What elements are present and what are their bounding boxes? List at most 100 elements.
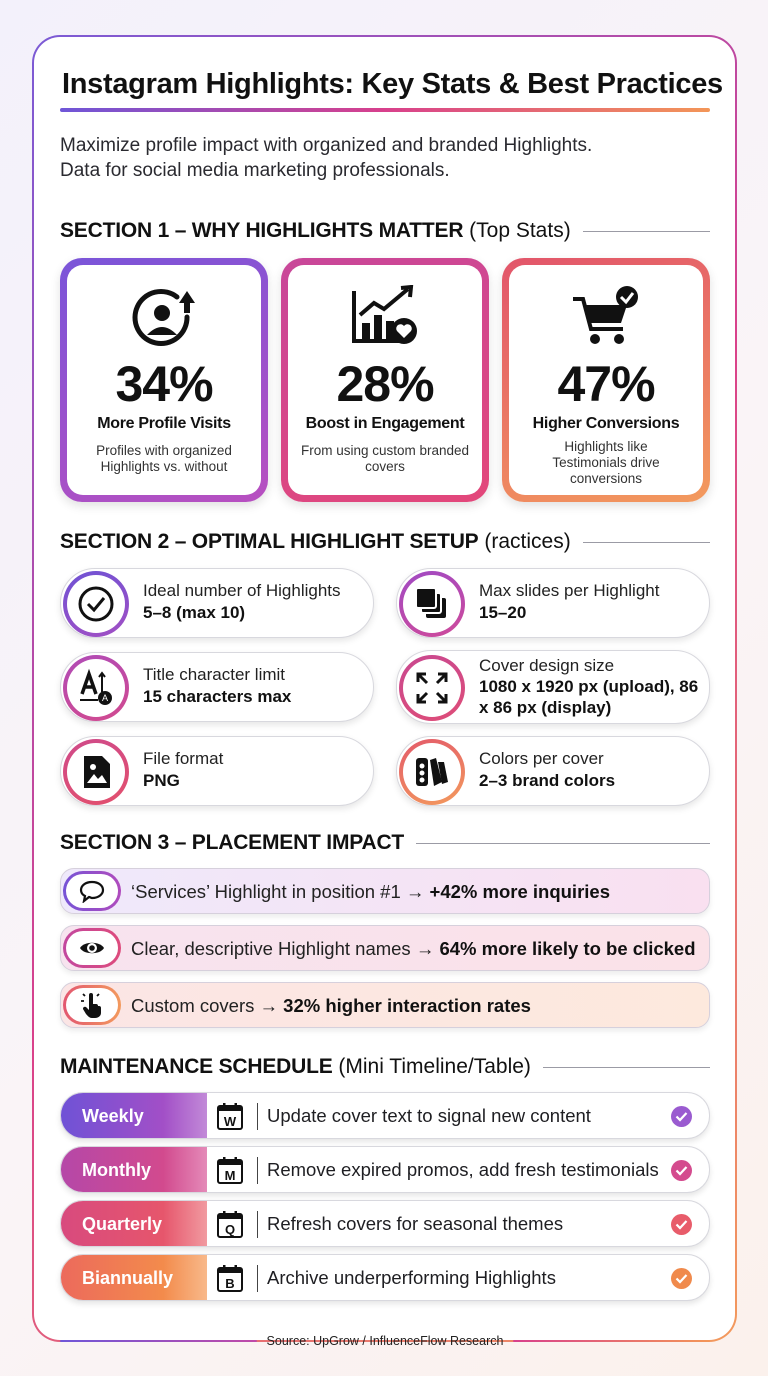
check-icon (671, 1268, 692, 1289)
schedule-row-monthly: Monthly M Remove expired promos, add fre… (60, 1146, 710, 1193)
maintenance-subtitle: (Mini Timeline/Table) (338, 1055, 531, 1078)
stat-card-engagement: 28% Boost in Engagement From using custo… (281, 258, 489, 502)
section-1-title: SECTION 1 – WHY HIGHLIGHTS MATTER (60, 219, 464, 242)
stat-value: 28% (336, 356, 434, 412)
placement-stat: 32% higher interaction rates (283, 995, 531, 1016)
text-size-icon: A (80, 668, 112, 705)
page-title: Instagram Highlights: Key Stats & Best P… (62, 68, 723, 100)
image-file-icon (84, 756, 110, 788)
setup-item-title-limit: A Title character limit 15 characters ma… (60, 652, 374, 722)
setup-item-file-format: File format PNG (60, 736, 374, 806)
tap-hand-icon (81, 993, 101, 1018)
stat-value: 47% (557, 356, 655, 412)
stat-card-conversions: 47% Higher Conversions Highlights like T… (502, 258, 710, 502)
maintenance-heading: MAINTENANCE SCHEDULE (Mini Timeline/Tabl… (60, 1052, 710, 1082)
section-3-title: SECTION 3 – PLACEMENT IMPACT (60, 831, 405, 854)
stacked-slides-icon (415, 587, 446, 618)
check-icon (671, 1160, 692, 1181)
placement-desc: ‘Services’ Highlight in position #1 → (131, 881, 430, 902)
divider (257, 1103, 258, 1130)
schedule-text: Remove expired promos, add fresh testimo… (267, 1159, 659, 1180)
stat-label: Higher Conversions (532, 415, 680, 432)
check-icon (671, 1106, 692, 1127)
calendar-icon: Q (217, 1211, 243, 1238)
setup-item-highlight-count: Ideal number of Highlights 5–8 (max 10) (60, 568, 374, 638)
calendar-icon: B (217, 1265, 243, 1292)
setup-label: File format (143, 749, 224, 768)
svg-text:Q: Q (225, 1222, 235, 1237)
stat-description: Highlights like Testimonials drive conve… (552, 439, 660, 486)
placement-item-names: Clear, descriptive Highlight names → 64%… (60, 925, 710, 971)
eye-icon (80, 942, 104, 954)
check-circle-icon (78, 586, 114, 622)
svg-text:M: M (225, 1168, 236, 1183)
placement-text: ‘Services’ Highlight in position #1 → +4… (131, 881, 610, 903)
setup-value: 15–20 (479, 603, 527, 622)
setup-item-max-slides: Max slides per Highlight 15–20 (396, 568, 710, 638)
setup-label: Title character limit (143, 665, 286, 684)
setup-label: Colors per cover (479, 749, 604, 768)
source-credit: Source: UpGrow / InfluenceFlow Research (266, 1334, 504, 1348)
setup-label: Max slides per Highlight (479, 581, 660, 600)
stat-description: Profiles with organized Highlights vs. w… (96, 443, 232, 474)
placement-text: Custom covers → 32% higher interaction r… (131, 995, 531, 1017)
placement-desc: Custom covers → (131, 995, 284, 1016)
schedule-tag: Weekly (61, 1093, 207, 1138)
section-2-subtitle: (ractices) (484, 530, 571, 553)
maintenance-title: MAINTENANCE SCHEDULE (60, 1055, 333, 1078)
user-arrow-up-icon (132, 289, 195, 346)
svg-text:B: B (225, 1276, 234, 1291)
calendar-icon: M (217, 1157, 243, 1184)
schedule-tag: Monthly (61, 1147, 207, 1192)
divider (582, 541, 710, 543)
divider (416, 842, 710, 844)
placement-text: Clear, descriptive Highlight names → 64%… (131, 938, 696, 960)
section-2-title: SECTION 2 – OPTIMAL HIGHLIGHT SETUP (60, 530, 479, 553)
stat-label: Boost in Engagement (305, 415, 465, 432)
chart-heart-icon (352, 285, 417, 344)
divider (582, 230, 710, 232)
section-1-subtitle: (Top Stats) (469, 219, 571, 242)
schedule-tag: Quarterly (61, 1201, 207, 1246)
placement-stat: +42% more inquiries (429, 881, 610, 902)
svg-text:A: A (102, 693, 108, 703)
schedule-tag: Biannually (61, 1255, 207, 1300)
chat-bubble-icon (79, 880, 105, 903)
footer-line (60, 1340, 257, 1342)
setup-item-colors: Colors per cover 2–3 brand colors (396, 736, 710, 806)
divider (257, 1211, 258, 1238)
stat-card-profile-visits: 34% More Profile Visits Profiles with or… (60, 258, 268, 502)
setup-value: 2–3 brand colors (479, 771, 616, 790)
section-1-heading: SECTION 1 – WHY HIGHLIGHTS MATTER (Top S… (60, 216, 710, 246)
setup-item-cover-size: Cover design size 1080 x 1920 px (upload… (396, 650, 710, 724)
schedule-text: Archive underperforming Highlights (267, 1267, 556, 1288)
divider (257, 1157, 258, 1184)
setup-value: PNG (143, 771, 180, 790)
section-3-heading: SECTION 3 – PLACEMENT IMPACT (60, 828, 710, 858)
stat-value: 34% (115, 356, 213, 412)
cart-check-icon (573, 286, 638, 344)
expand-arrows-icon (416, 672, 448, 704)
svg-text:W: W (224, 1114, 237, 1129)
stat-label: More Profile Visits (97, 415, 231, 432)
placement-desc: Clear, descriptive Highlight names → (131, 938, 440, 959)
subtitle: Maximize profile impact with organized a… (60, 133, 710, 183)
schedule-row-biannually: Biannually B Archive underperforming Hig… (60, 1254, 710, 1301)
section-2-heading: SECTION 2 – OPTIMAL HIGHLIGHT SETUP (rac… (60, 527, 710, 557)
schedule-row-weekly: Weekly W Update cover text to signal new… (60, 1092, 710, 1139)
title-underline (60, 108, 710, 112)
placement-item-services: ‘Services’ Highlight in position #1 → +4… (60, 868, 710, 914)
setup-label: Ideal number of Highlights (143, 581, 341, 600)
divider (257, 1265, 258, 1292)
footer: Source: UpGrow / InfluenceFlow Research (60, 1330, 711, 1352)
divider (542, 1066, 710, 1068)
footer-line (513, 1340, 711, 1342)
schedule-row-quarterly: Quarterly Q Refresh covers for seasonal … (60, 1200, 710, 1247)
calendar-icon: W (217, 1103, 243, 1130)
placement-item-covers: Custom covers → 32% higher interaction r… (60, 982, 710, 1028)
color-swatch-icon (416, 758, 448, 786)
check-icon (671, 1214, 692, 1235)
setup-value: 1080 x 1920 px (upload), 86 x 86 px (dis… (479, 677, 699, 717)
setup-value: 15 characters max (143, 687, 292, 706)
setup-label: Cover design size (479, 656, 615, 675)
